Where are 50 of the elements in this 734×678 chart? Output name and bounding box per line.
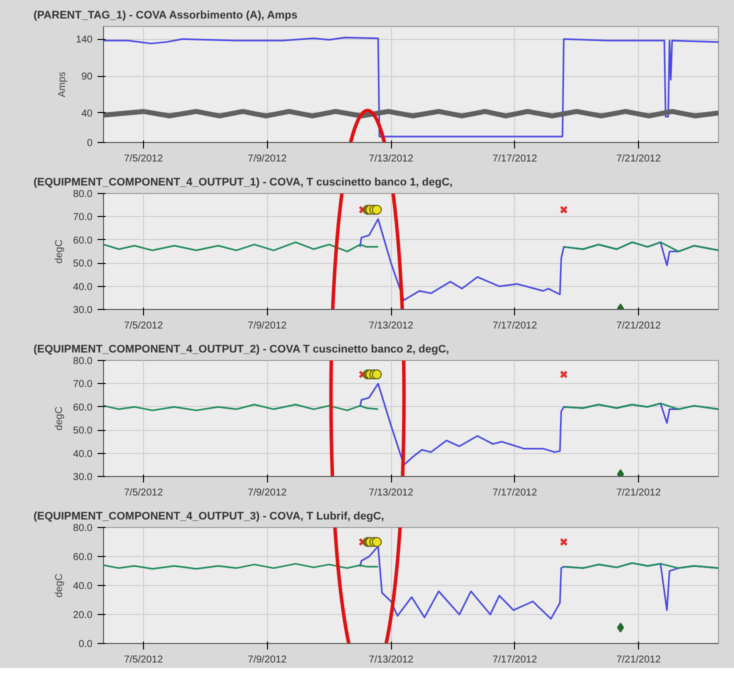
y-tick-label: 30.0	[73, 305, 93, 316]
x-tick-label: 7/9/2012	[248, 488, 288, 498]
line-series	[104, 36, 718, 138]
x-tick-label: 7/5/2012	[124, 654, 164, 666]
x-tick-label: 7/17/2012	[492, 154, 538, 164]
x-tick-label: 7/13/2012	[368, 488, 414, 498]
y-tick-label: 50.0	[73, 426, 93, 437]
x-tick-label: 7/13/2012	[368, 654, 414, 666]
y-tick-label: 60.0	[73, 402, 93, 414]
x-tick-label: 7/5/2012	[124, 320, 164, 332]
y-axis-title: degC	[54, 406, 66, 430]
y-tick-label: 50.0	[73, 258, 93, 270]
y-tick-label: 40.0	[73, 448, 93, 460]
chart-title: (EQUIPMENT_COMPONENT_4_OUTPUT_2) - COVA T cuscinetto banco 2, degC,	[34, 344, 450, 356]
y-tick-label: 80.0	[73, 189, 93, 200]
y-tick-label: 40.0	[73, 282, 93, 293]
chart-title: (PARENT_TAG_1) - COVA Assorbimento (A), Amps	[34, 10, 298, 22]
y-tick-label: 80.0	[73, 356, 93, 367]
y-tick-label: 70.0	[73, 379, 93, 390]
x-tick-label: 7/17/2012	[492, 488, 538, 498]
y-tick-label: 30.0	[73, 472, 93, 483]
x-tick-label: 7/9/2012	[248, 154, 288, 164]
x-tick-label: 7/21/2012	[616, 320, 662, 332]
x-tick-label: 7/9/2012	[248, 654, 288, 666]
y-tick-label: 40	[81, 108, 93, 120]
x-tick-label: 7/21/2012	[616, 654, 662, 666]
y-tick-label: 80.0	[73, 523, 93, 534]
y-axis-title: degC	[54, 574, 66, 598]
y-tick-label: 0	[86, 138, 93, 149]
y-tick-label: 40.0	[73, 581, 93, 592]
y-tick-label: 60.0	[73, 552, 93, 563]
y-tick-label: 140	[76, 34, 93, 46]
x-tick-label: 7/13/2012	[368, 154, 414, 164]
x-tick-label: 7/21/2012	[616, 488, 662, 498]
y-tick-label: 90	[81, 72, 93, 83]
chart-title: (EQUIPMENT_COMPONENT_4_OUTPUT_3) - COVA, T Lubrif, degC,	[34, 510, 384, 522]
x-tick-label: 7/5/2012	[124, 154, 164, 164]
x-tick-label: 7/17/2012	[492, 320, 538, 332]
x-tick-label: 7/13/2012	[368, 320, 414, 332]
x-tick-label: 7/5/2012	[124, 488, 164, 498]
y-axis-title: Amps	[56, 72, 68, 98]
y-tick-label: 70.0	[73, 212, 93, 224]
chart-title: (EQUIPMENT_COMPONENT_4_OUTPUT_1) - COVA, T cuscinetto banco 1, degC,	[34, 176, 453, 188]
x-tick-label: 7/17/2012	[492, 654, 538, 666]
y-axis-title: degC	[54, 240, 66, 264]
y-tick-label: 0.0	[78, 639, 93, 650]
y-tick-label: 60.0	[73, 235, 93, 246]
y-tick-label: 20.0	[73, 610, 93, 621]
x-tick-label: 7/9/2012	[248, 320, 288, 332]
x-tick-label: 7/21/2012	[616, 154, 662, 164]
